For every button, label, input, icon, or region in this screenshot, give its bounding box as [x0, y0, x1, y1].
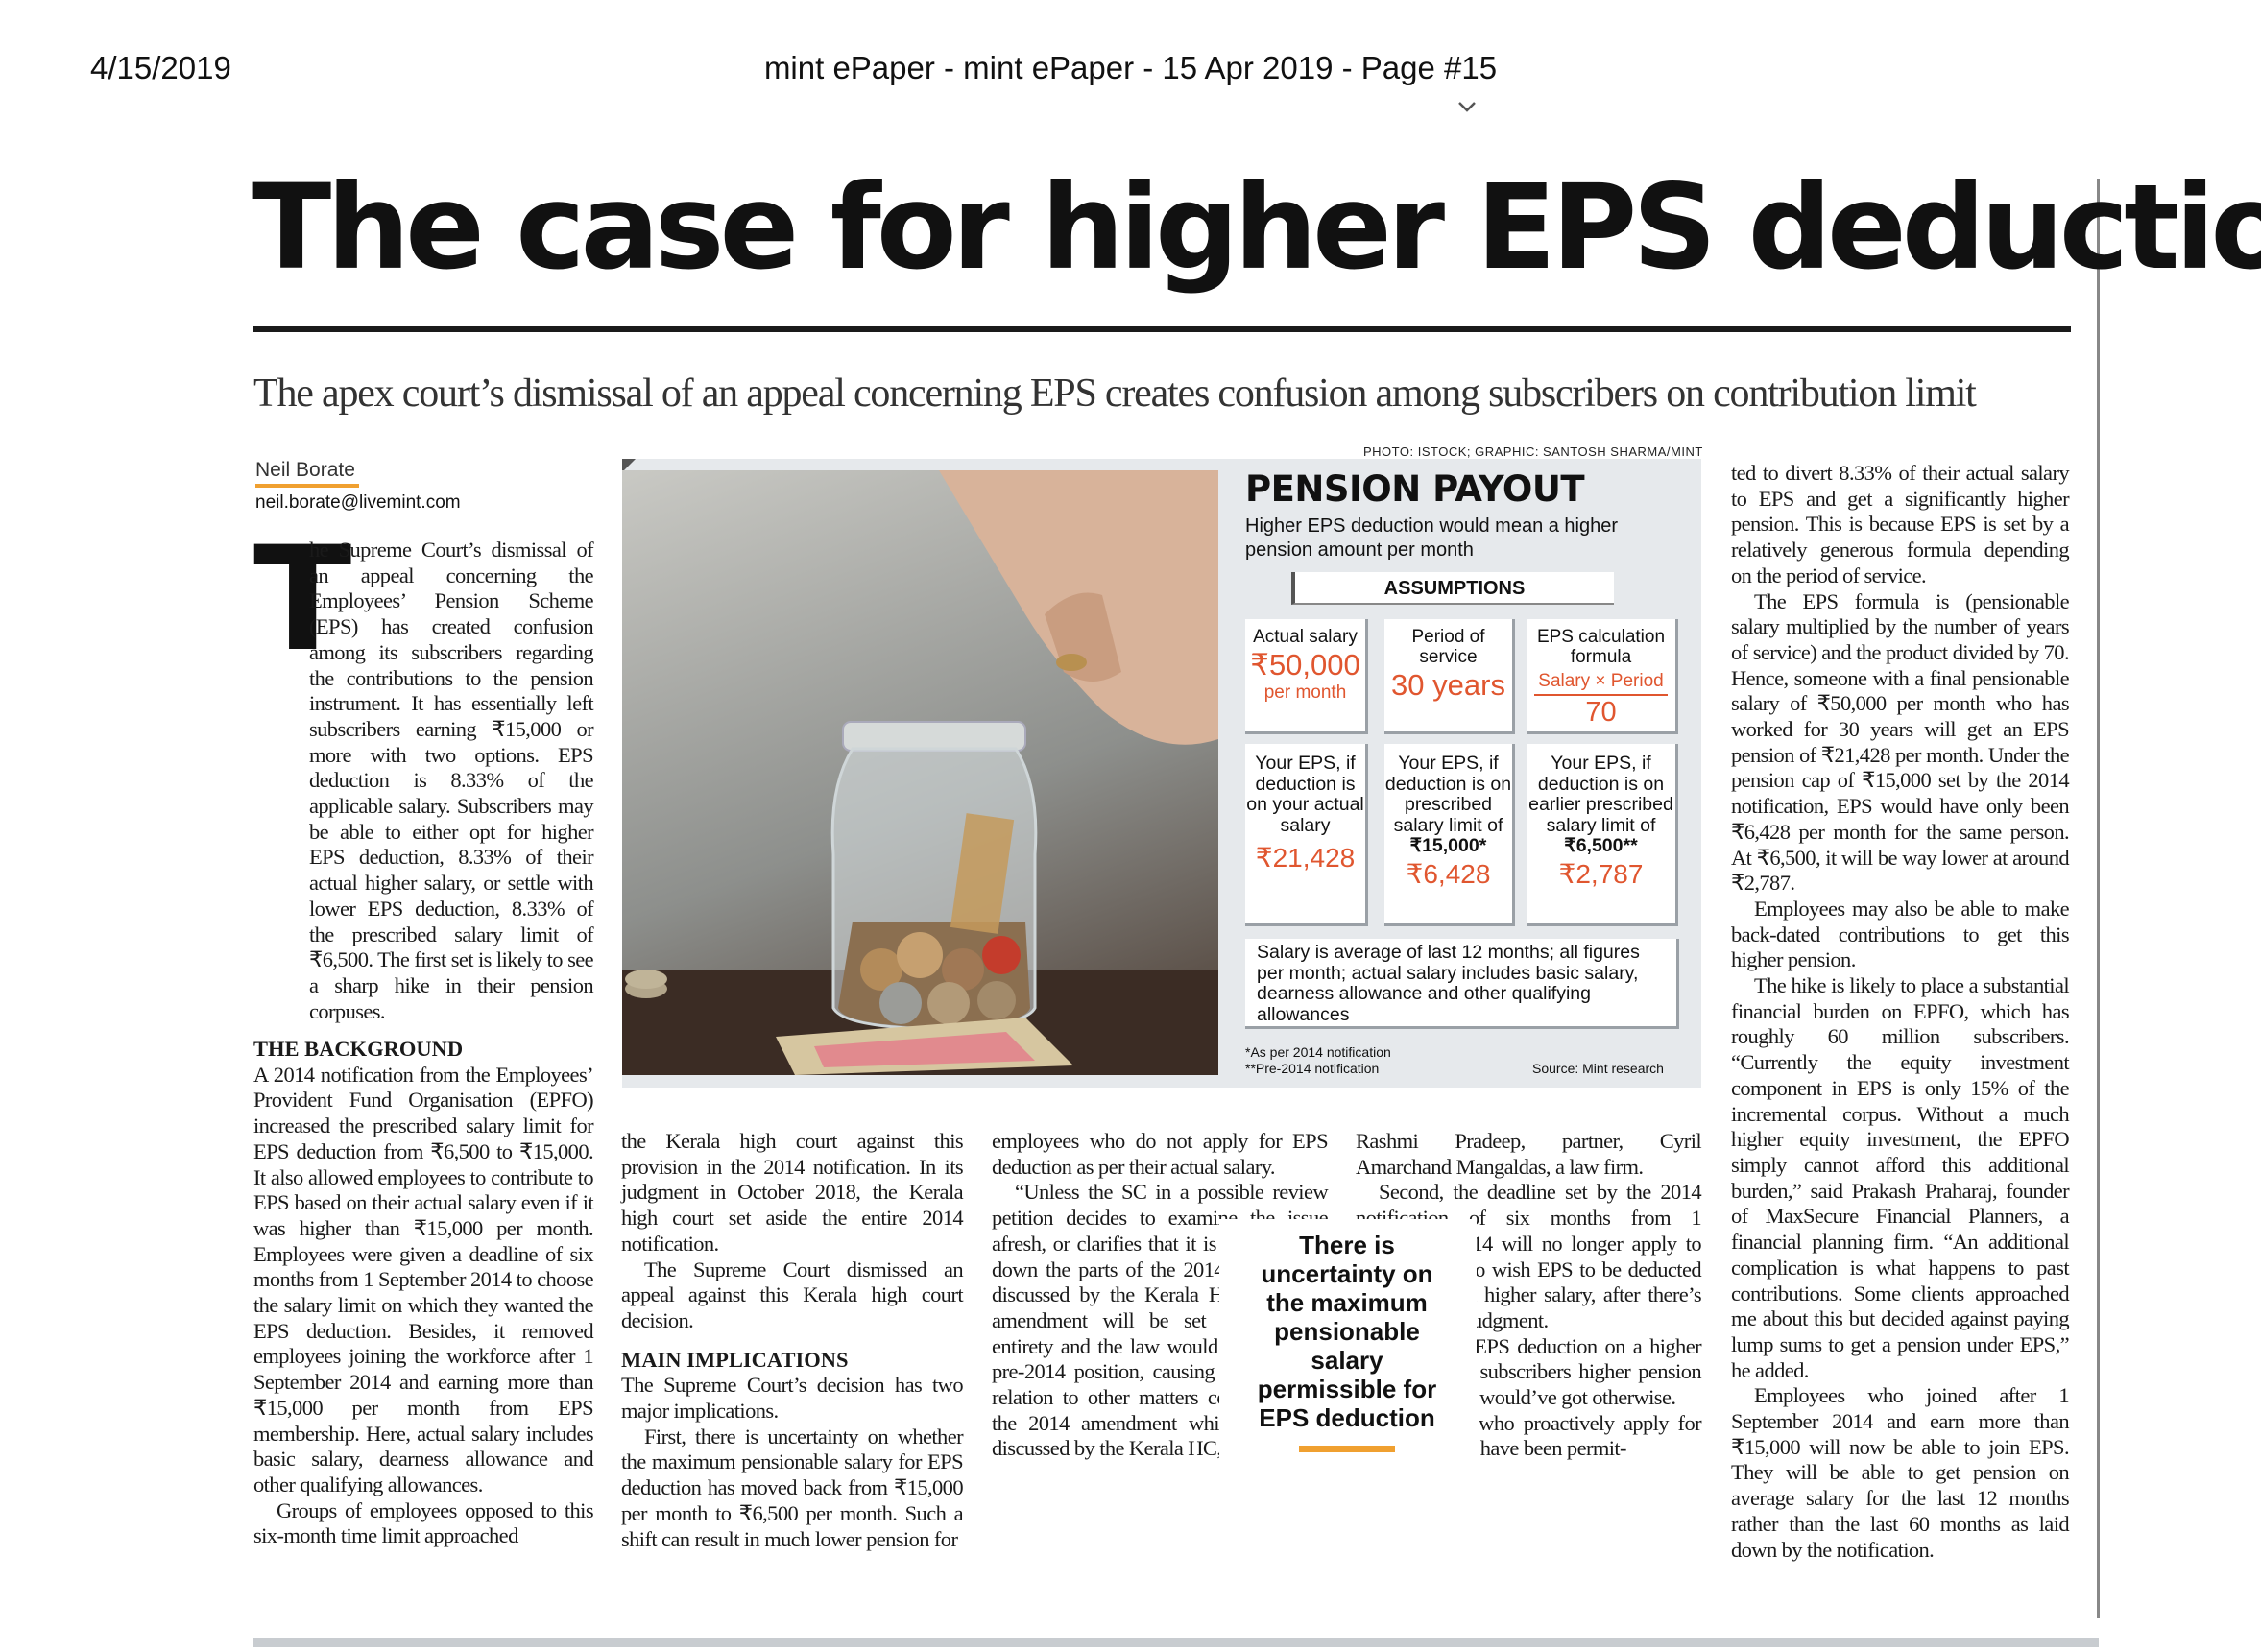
drop-cap: T	[253, 516, 352, 683]
paragraph: Rashmi Pradeep, partner, Cyril Amarchand…	[1356, 1129, 1702, 1179]
page-right-rule	[2097, 179, 2100, 1618]
paragraph: Employees who joined after 1 September 2…	[1731, 1383, 2070, 1562]
graphic-note: Salary is average of last 12 months; all…	[1245, 939, 1679, 1029]
byline: Neil Borate	[255, 459, 355, 481]
paragraph: The Supreme Court dismissed an appeal ag…	[621, 1257, 964, 1332]
print-date: 4/15/2019	[90, 50, 231, 85]
eps-earlier-limit: ₹6,500**	[1564, 835, 1638, 856]
actual-salary-cell: Actual salary ₹50,000 per month	[1245, 619, 1368, 734]
subhead-implications: MAIN IMPLICATIONS	[621, 1347, 849, 1372]
pull-quote: There is uncertainty on the maximum pens…	[1257, 1231, 1437, 1432]
headline-rule	[253, 326, 2071, 332]
eps-earlier-cell: Your EPS, if deduction is on earlier pre…	[1527, 744, 1678, 926]
column-2: the Kerala high court against this provi…	[621, 1129, 964, 1552]
graphic-source: Source: Mint research	[1532, 1061, 1664, 1076]
paragraph: The EPS formula is (pensionable salary m…	[1731, 588, 2070, 896]
lead-paragraph: he Supreme Court’s dismissal of an appea…	[309, 538, 594, 1023]
standfirst: The apex court’s dismissal of an appeal …	[253, 371, 1977, 416]
paragraph: The Supreme Court’s decision has two maj…	[621, 1373, 964, 1424]
author-email: neil.borate@livemint.com	[255, 492, 461, 513]
eps-actual-cell: Your EPS, if deduction is on your actual…	[1245, 744, 1368, 926]
bottom-rule	[253, 1638, 2099, 1647]
period-value: 30 years	[1391, 668, 1505, 702]
paragraph: Employees may also be able to make back-…	[1731, 896, 2070, 972]
formula-label: EPS calculation formula	[1536, 627, 1666, 667]
assumptions-label: ASSUMPTIONS	[1291, 572, 1614, 605]
paragraph: First, there is uncertainty on whether t…	[621, 1424, 964, 1551]
paragraph: A 2014 notification from the Employees’ …	[253, 1062, 594, 1496]
subhead-background: THE BACKGROUND	[253, 1037, 464, 1061]
period-cell: Period of service 30 years	[1384, 619, 1515, 734]
byline-accent-bar	[255, 484, 359, 488]
pull-quote-backdrop	[1219, 1219, 1477, 1469]
column-1-lead: he Supreme Court’s dismissal of an appea…	[253, 538, 594, 1024]
column-1-body: THE BACKGROUND A 2014 notification from …	[253, 1023, 594, 1549]
formula-numerator: Salary × Period	[1534, 671, 1668, 696]
eps-prescribed-limit: ₹15,000*	[1409, 835, 1487, 856]
coin-icon	[1056, 654, 1087, 671]
eps-actual-value: ₹21,428	[1255, 843, 1356, 873]
eps-actual-label: Your EPS, if deduction is on your actual…	[1246, 753, 1364, 836]
page-title: mint ePaper - mint ePaper - 15 Apr 2019 …	[763, 50, 1498, 85]
paragraph: ted to divert 8.33% of their actual sala…	[1731, 461, 2070, 587]
coin-jar-illustration	[622, 470, 1218, 1075]
eps-prescribed-label: Your EPS, if deduction is on prescribed …	[1384, 753, 1512, 836]
paragraph: The hike is likely to place a substantia…	[1731, 973, 2070, 1382]
paragraph: employees who do not apply for EPS deduc…	[992, 1129, 1329, 1179]
eps-prescribed-value: ₹6,428	[1406, 859, 1491, 889]
pull-quote-accent-bar	[1299, 1446, 1395, 1452]
headline: The case for higher EPS deduction	[252, 159, 2261, 296]
chevron-down-icon[interactable]	[1456, 96, 1478, 117]
actual-salary-label: Actual salary	[1253, 627, 1358, 647]
formula-cell: EPS calculation formula Salary × Period …	[1527, 619, 1678, 734]
column-5: ted to divert 8.33% of their actual sala…	[1731, 461, 2070, 1563]
actual-salary-value: ₹50,000	[1250, 648, 1360, 682]
coin-jar-photo	[622, 470, 1218, 1075]
period-label: Period of service	[1411, 627, 1485, 667]
graphic-credit: PHOTO: ISTOCK; GRAPHIC: SANTOSH SHARMA/M…	[1363, 444, 1703, 459]
graphic-corner-mark	[622, 459, 636, 472]
paragraph: Groups of employees opposed to this six-…	[253, 1497, 594, 1548]
formula-denominator: 70	[1585, 697, 1617, 728]
paragraph: the Kerala high court against this provi…	[621, 1129, 964, 1256]
actual-salary-unit: per month	[1263, 682, 1347, 703]
graphic-subtitle: Higher EPS deduction would mean a higher…	[1245, 515, 1619, 561]
eps-prescribed-cell: Your EPS, if deduction is on prescribed …	[1384, 744, 1515, 926]
eps-earlier-value: ₹2,787	[1558, 859, 1644, 889]
eps-earlier-label: Your EPS, if deduction is on earlier pre…	[1528, 753, 1673, 836]
graphic-title: PENSION PAYOUT	[1245, 468, 1585, 510]
footnote-2: **Pre-2014 notification	[1245, 1061, 1380, 1076]
footnote-1: *As per 2014 notification	[1245, 1044, 1391, 1060]
